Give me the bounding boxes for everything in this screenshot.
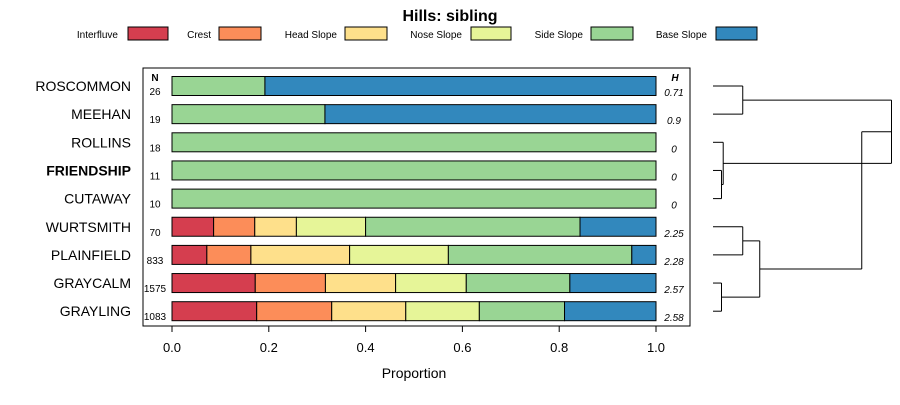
- h-value: 2.57: [663, 285, 684, 296]
- legend-swatch: [715, 26, 758, 41]
- x-tick-label: 0.6: [453, 340, 471, 355]
- h-column-header: H: [671, 73, 679, 84]
- category-label-graycalm: GRAYCALM: [53, 275, 131, 291]
- bar-segment-side-slope: [171, 76, 266, 96]
- bar-segment-base-slope: [564, 301, 657, 322]
- bar-segment-side-slope: [365, 216, 581, 237]
- bar-row-cutaway: [171, 188, 657, 209]
- h-value: 0: [671, 172, 677, 183]
- bar-segment-head-slope: [250, 244, 351, 265]
- bar-segment-side-slope: [447, 244, 633, 265]
- category-label-rollins: ROLLINS: [71, 134, 131, 150]
- legend-label: Side Slope: [535, 30, 584, 41]
- x-tick-label: 1.0: [647, 340, 665, 355]
- legend-item-interfluve: Interfluve: [77, 26, 169, 41]
- bar-segment-head-slope: [254, 216, 297, 237]
- bar-segment-interfluve: [171, 273, 256, 294]
- legend-swatch: [590, 26, 634, 41]
- bar-segment-base-slope: [631, 244, 657, 265]
- bar-segment-side-slope: [171, 132, 657, 153]
- bar-segment-side-slope: [171, 160, 657, 181]
- legend-swatch: [344, 26, 388, 41]
- x-tick-label: 0.8: [550, 340, 568, 355]
- bar-segment-crest: [256, 301, 333, 322]
- chart-title: Hills: sibling: [402, 8, 497, 25]
- bar-segment-base-slope: [569, 273, 657, 294]
- bar-row-meehan: [171, 104, 657, 125]
- bar-segment-side-slope: [465, 273, 571, 294]
- n-value: 1083: [144, 312, 167, 323]
- legend-swatch: [470, 26, 512, 41]
- bar-segment-head-slope: [331, 301, 407, 322]
- legend-label: Nose Slope: [410, 30, 462, 41]
- legend-item-nose-slope: Nose Slope: [410, 26, 512, 41]
- x-axis-label: Proportion: [382, 365, 447, 381]
- legend-label: Base Slope: [656, 30, 708, 41]
- n-value: 19: [149, 115, 161, 126]
- bar-row-grayling: [171, 301, 657, 322]
- x-tick-label: 0.0: [163, 340, 181, 355]
- legend-label: Crest: [187, 30, 211, 41]
- legend-item-crest: Crest: [187, 26, 262, 41]
- h-value: 0.9: [667, 116, 681, 127]
- category-label-cutaway: CUTAWAY: [64, 191, 132, 207]
- bar-row-friendship: [171, 160, 657, 181]
- legend-item-side-slope: Side Slope: [535, 26, 634, 41]
- legend-item-head-slope: Head Slope: [285, 26, 388, 41]
- category-label-roscommon: ROSCOMMON: [35, 78, 131, 94]
- bar-segment-nose-slope: [395, 273, 467, 294]
- bar-segment-crest: [213, 216, 256, 237]
- bar-segment-base-slope: [264, 76, 657, 96]
- bar-segment-head-slope: [324, 273, 397, 294]
- bar-segment-nose-slope: [349, 244, 449, 265]
- n-column-header: N: [151, 73, 158, 84]
- h-value: 2.25: [663, 229, 684, 240]
- bar-segment-interfluve: [171, 244, 208, 265]
- h-value: 0.71: [664, 88, 683, 99]
- legend-swatch: [218, 26, 262, 41]
- bar-segment-interfluve: [171, 301, 258, 322]
- legend-label: Interfluve: [77, 30, 119, 41]
- category-label-friendship: FRIENDSHIP: [46, 162, 131, 178]
- n-value: 26: [149, 87, 161, 98]
- legend-label: Head Slope: [285, 30, 338, 41]
- n-value: 10: [149, 200, 161, 211]
- category-label-plainfield: PLAINFIELD: [51, 247, 131, 263]
- bar-segment-crest: [254, 273, 326, 294]
- x-tick-label: 0.2: [260, 340, 278, 355]
- plot-panel: [142, 67, 691, 327]
- n-value: 11: [150, 171, 161, 182]
- n-value: 1575: [144, 284, 167, 295]
- h-value: 2.28: [663, 257, 684, 268]
- bar-segment-crest: [206, 244, 252, 265]
- h-value: 2.58: [663, 313, 684, 324]
- bar-segment-interfluve: [171, 216, 215, 237]
- bar-segment-side-slope: [478, 301, 566, 322]
- bar-segment-nose-slope: [405, 301, 480, 322]
- h-value: 0: [671, 144, 677, 155]
- legend-item-base-slope: Base Slope: [656, 26, 758, 41]
- bar-row-roscommon: [171, 76, 657, 96]
- bar-segment-side-slope: [171, 104, 326, 125]
- bar-segment-side-slope: [171, 188, 657, 209]
- bar-row-wurtsmith: [171, 216, 657, 237]
- bar-segment-nose-slope: [295, 216, 367, 237]
- legend-swatch: [127, 26, 169, 41]
- bar-segment-base-slope: [579, 216, 657, 237]
- n-value: 70: [149, 228, 161, 239]
- category-label-meehan: MEEHAN: [71, 106, 131, 122]
- bar-row-graycalm: [171, 273, 657, 294]
- bar-row-rollins: [171, 132, 657, 153]
- bar-row-plainfield: [171, 244, 657, 265]
- x-tick-label: 0.4: [357, 340, 375, 355]
- category-label-wurtsmith: WURTSMITH: [46, 219, 131, 235]
- n-value: 833: [147, 256, 164, 267]
- category-label-grayling: GRAYLING: [60, 303, 131, 319]
- n-value: 18: [149, 143, 161, 154]
- h-value: 0: [671, 201, 677, 212]
- bar-segment-base-slope: [324, 104, 657, 125]
